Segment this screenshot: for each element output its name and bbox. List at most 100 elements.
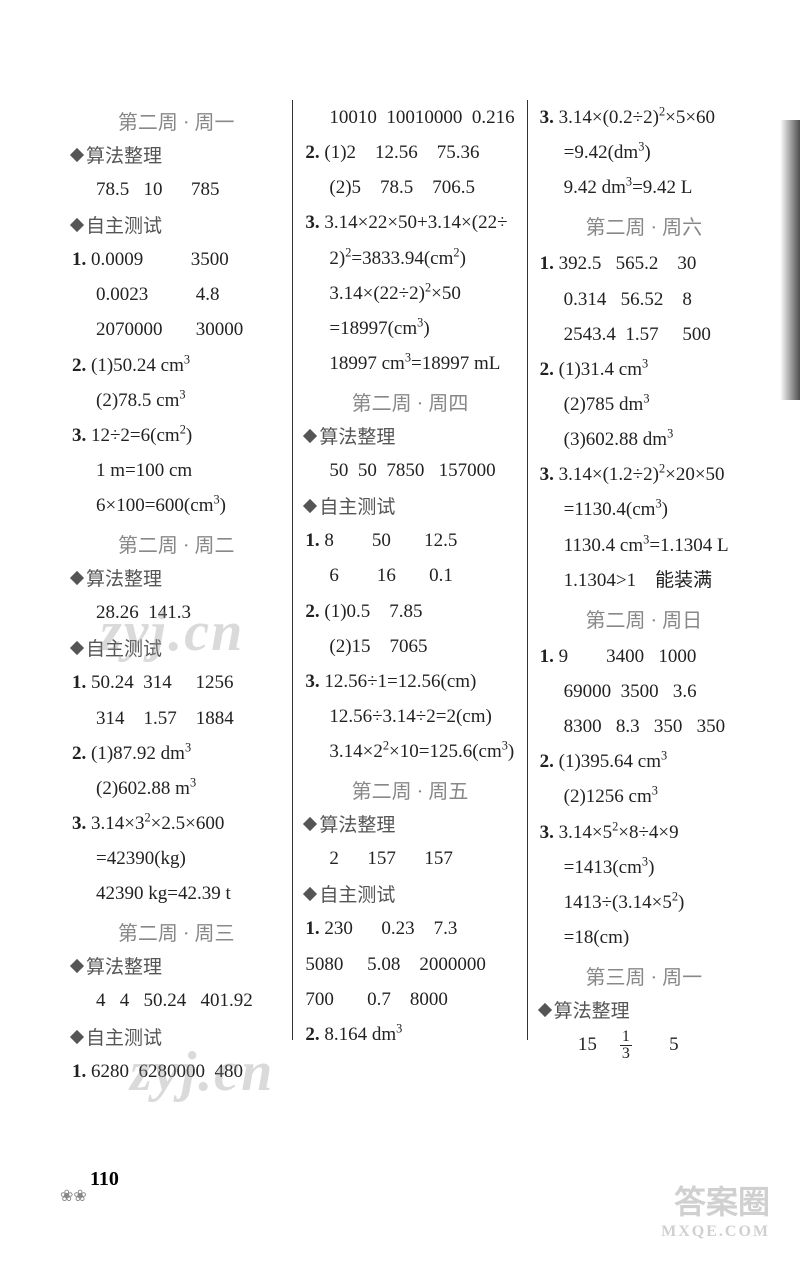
answer-line: 6 16 0.1 bbox=[305, 558, 514, 593]
column-1: 第二周 · 周一算法整理 78.5 10 785 自主测试 1. 0.0009 350… bbox=[60, 100, 293, 1040]
diamond-icon bbox=[70, 1029, 84, 1043]
answer-line: 2. (1)31.4 cm3 bbox=[540, 352, 748, 387]
section-sub-header: 算法整理 bbox=[305, 810, 514, 837]
week-day-header: 第二周 · 周四 bbox=[305, 387, 514, 416]
diamond-icon bbox=[70, 148, 84, 162]
section-sub-header: 算法整理 bbox=[540, 996, 748, 1023]
answer-line: (2)785 dm3 bbox=[540, 387, 748, 422]
diamond-icon bbox=[70, 641, 84, 655]
corner-brand-name: 答案圈 bbox=[661, 1183, 770, 1221]
answer-line: (2)602.88 m3 bbox=[72, 771, 280, 806]
column-2: 10010 10010000 0.2162. (1)2 12.56 75.36(… bbox=[293, 100, 527, 1040]
answer-line: 12.56÷3.14÷2=2(cm) bbox=[305, 699, 514, 734]
answer-line: 2. (1)50.24 cm3 bbox=[72, 348, 280, 383]
section-sub-header: 自主测试 bbox=[72, 1023, 280, 1050]
diamond-icon bbox=[303, 499, 317, 513]
answer-line: 15 13 5 bbox=[540, 1027, 748, 1062]
answer-line: (2)5 78.5 706.5 bbox=[305, 170, 514, 205]
fraction: 13 bbox=[620, 1029, 632, 1062]
answer-line: 314 1.57 1884 bbox=[72, 701, 280, 736]
answer-line: 1 m=100 cm bbox=[72, 453, 280, 488]
page-edge-shadow bbox=[780, 120, 800, 400]
section-sub-header: 算法整理 bbox=[72, 141, 280, 168]
answer-line: =1413(cm3) bbox=[540, 850, 748, 885]
answer-line: 42390 kg=42.39 t bbox=[72, 876, 280, 911]
answer-line: 2 157 157 bbox=[305, 841, 514, 876]
week-day-header: 第三周 · 周一 bbox=[540, 961, 748, 990]
answer-line: (3)602.88 dm3 bbox=[540, 422, 748, 457]
answer-line: (2)1256 cm3 bbox=[540, 779, 748, 814]
corner-brand-url: MXQE.COM bbox=[661, 1222, 770, 1241]
section-sub-header: 自主测试 bbox=[72, 211, 280, 238]
answer-line: (2)78.5 cm3 bbox=[72, 383, 280, 418]
page-container: 第二周 · 周一算法整理78.5 10 785自主测试1. 0.0009 350… bbox=[0, 0, 800, 1100]
diamond-icon bbox=[303, 429, 317, 443]
section-sub-header: 自主测试 bbox=[305, 492, 514, 519]
answer-line: 10010 10010000 0.216 bbox=[305, 100, 514, 135]
answer-line: 2. (1)395.64 cm3 bbox=[540, 744, 748, 779]
answer-line: 1130.4 cm3=1.1304 L bbox=[540, 528, 748, 563]
answer-line: 69000 3500 3.6 bbox=[540, 674, 748, 709]
answer-line: 2070000 30000 bbox=[72, 312, 280, 347]
answer-line: 3. 3.14×32×2.5×600 bbox=[72, 806, 280, 841]
answer-line: 3.14×22×10=125.6(cm3) bbox=[305, 734, 514, 769]
answer-line: 2. (1)0.5 7.85 bbox=[305, 594, 514, 629]
week-day-header: 第二周 · 周一 bbox=[72, 106, 280, 135]
answer-line: =18997(cm3) bbox=[305, 311, 514, 346]
answer-line: 28.26 141.3 bbox=[72, 595, 280, 630]
answer-line: 1413÷(3.14×52) bbox=[540, 885, 748, 920]
diamond-icon bbox=[303, 817, 317, 831]
section-sub-header: 算法整理 bbox=[72, 564, 280, 591]
week-day-header: 第二周 · 周日 bbox=[540, 604, 748, 633]
week-day-header: 第二周 · 周二 bbox=[72, 529, 280, 558]
section-sub-header: 算法整理 bbox=[72, 952, 280, 979]
diamond-icon bbox=[538, 1003, 552, 1017]
diamond-icon bbox=[70, 959, 84, 973]
answer-line: 1. 9 3400 1000 bbox=[540, 639, 748, 674]
answer-line: =1130.4(cm3) bbox=[540, 492, 748, 527]
answer-line: 0.0023 4.8 bbox=[72, 277, 280, 312]
answer-line: 1. 50.24 314 1256 bbox=[72, 665, 280, 700]
answer-line: 2543.4 1.57 500 bbox=[540, 317, 748, 352]
answer-line: 2)2=3833.94(cm2) bbox=[305, 241, 514, 276]
answer-line: =9.42(dm3) bbox=[540, 135, 748, 170]
answer-line: 2. 8.164 dm3 bbox=[305, 1017, 514, 1052]
diamond-icon bbox=[70, 571, 84, 585]
answer-line: 1. 8 50 12.5 bbox=[305, 523, 514, 558]
week-day-header: 第二周 · 周三 bbox=[72, 917, 280, 946]
answer-line: =18(cm) bbox=[540, 920, 748, 955]
column-3: 3. 3.14×(0.2÷2)2×5×60=9.42(dm3)9.42 dm3=… bbox=[528, 100, 760, 1040]
answer-line: 18997 cm3=18997 mL bbox=[305, 346, 514, 381]
answer-line: 0.314 56.52 8 bbox=[540, 282, 748, 317]
section-sub-header: 算法整理 bbox=[305, 422, 514, 449]
answer-line: 78.5 10 785 bbox=[72, 172, 280, 207]
section-sub-header: 自主测试 bbox=[305, 880, 514, 907]
answer-line: 2. (1)2 12.56 75.36 bbox=[305, 135, 514, 170]
answer-line: (2)15 7065 bbox=[305, 629, 514, 664]
answer-line: 1. 230 0.23 7.3 bbox=[305, 911, 514, 946]
page-number: 110 bbox=[90, 1168, 119, 1191]
week-day-header: 第二周 · 周五 bbox=[305, 775, 514, 804]
week-day-header: 第二周 · 周六 bbox=[540, 211, 748, 240]
diamond-icon bbox=[303, 887, 317, 901]
answer-line: 1. 392.5 565.2 30 bbox=[540, 246, 748, 281]
answer-line: 3. 12÷2=6(cm2) bbox=[72, 418, 280, 453]
footer-decoration-icon: ❀❀ bbox=[60, 1186, 87, 1206]
answer-line: 5080 5.08 2000000 bbox=[305, 947, 514, 982]
answer-line: 4 4 50.24 401.92 bbox=[72, 983, 280, 1018]
answer-line: 3.14×(22÷2)2×50 bbox=[305, 276, 514, 311]
answer-line: 3. 3.14×(1.2÷2)2×20×50 bbox=[540, 457, 748, 492]
diamond-icon bbox=[70, 218, 84, 232]
answer-line: =42390(kg) bbox=[72, 841, 280, 876]
corner-brand: 答案圈 MXQE.COM bbox=[661, 1183, 770, 1241]
answer-line: 9.42 dm3=9.42 L bbox=[540, 170, 748, 205]
answer-line: 6×100=600(cm3) bbox=[72, 488, 280, 523]
answer-line: 1. 6280 6280000 480 bbox=[72, 1054, 280, 1089]
answer-line: 3. 3.14×52×8÷4×9 bbox=[540, 815, 748, 850]
answer-line: 1. 0.0009 3500 bbox=[72, 242, 280, 277]
answer-line: 700 0.7 8000 bbox=[305, 982, 514, 1017]
answer-line: 2. (1)87.92 dm3 bbox=[72, 736, 280, 771]
answer-line: 3. 12.56÷1=12.56(cm) bbox=[305, 664, 514, 699]
answer-line: 1.1304>1 能装满 bbox=[540, 563, 748, 598]
answer-line: 3. 3.14×(0.2÷2)2×5×60 bbox=[540, 100, 748, 135]
